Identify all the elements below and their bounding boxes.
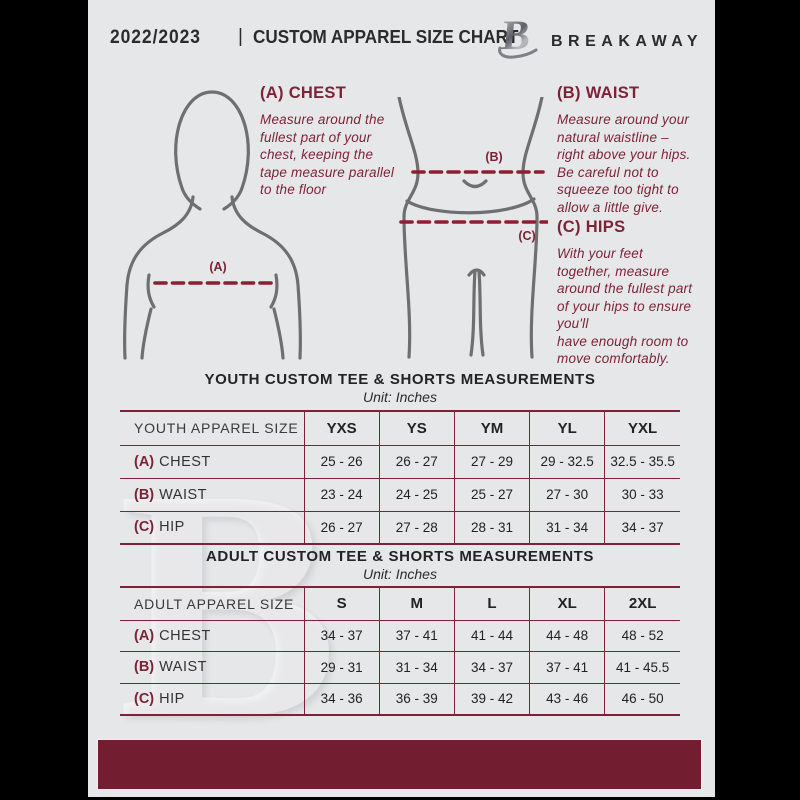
size-col-header: 2XL [604,586,680,620]
table-row: (C) HIP 26 - 27 27 - 28 28 - 31 31 - 34 3… [120,510,680,545]
size-col-header: L [453,586,530,620]
navel-mark [462,179,488,189]
cell-value: 44 - 48 [529,619,605,652]
cell-value: 34 - 37 [604,510,680,545]
row-label: HIP [159,519,185,536]
adult-size-table: ADULT APPAREL SIZE S M L XL 2XL (A) CHEST… [120,586,680,716]
header-year: 2022/2023 [110,27,201,48]
row-label: HIP [159,690,185,707]
waist-line-label: (B) [485,150,503,164]
poster-page: 2022/2023 | CUSTOM APPAREL SIZE CHART B … [88,0,715,797]
cell-value: 32.5 - 35.5 [604,444,680,478]
size-col-header: YXS [303,410,380,445]
cell-value: 43 - 46 [529,682,605,716]
row-letter: (B) [134,486,155,503]
size-col-header: M [378,586,455,620]
logo-swoosh-icon [498,46,538,59]
chest-figure [123,90,302,360]
youth-size-header: YOUTH APPAREL SIZE [120,410,304,445]
cell-value: 34 - 37 [303,619,380,652]
cell-value: 36 - 39 [378,682,455,716]
waist-instruction-heading: (B) WAIST [557,84,640,102]
cell-value: 31 - 34 [378,651,455,683]
row-label: CHEST [159,453,211,470]
adult-table-title: ADULT CUSTOM TEE & SHORTS MEASUREMENTS [205,548,595,565]
youth-size-table: YOUTH APPAREL SIZE YXS YS YM YL YXL (A) C… [120,410,680,545]
cell-value: 39 - 42 [453,682,530,716]
row-letter: (C) [134,690,155,707]
row-letter: (B) [134,659,155,676]
hips-figure [397,97,548,359]
hips-instruction-body: With your feet together, measure around … [557,246,693,367]
cell-value: 25 - 27 [453,477,530,511]
cell-value: 31 - 34 [529,510,605,545]
youth-table-title: YOUTH CUSTOM TEE & SHORTS MEASUREMENTS [204,371,596,388]
cell-value: 27 - 30 [529,477,605,511]
cell-value: 29 - 32.5 [529,444,605,478]
size-col-header: YL [529,410,605,445]
cell-value: 48 - 52 [604,619,680,652]
brand-name: BREAKAWAY [551,33,704,50]
cell-value: 37 - 41 [378,619,455,652]
hip-line-label: (C) [518,229,536,243]
row-letter: (A) [134,453,155,470]
waist-instruction-body: Measure around your natural waistline – … [557,112,691,215]
row-letter: (A) [134,627,155,644]
table-row: (B) WAIST 23 - 24 24 - 25 25 - 27 27 - 30… [120,477,680,511]
table-row: (A) CHEST 34 - 37 37 - 41 41 - 44 44 - 48… [120,619,680,652]
table-row: (B) WAIST 29 - 31 31 - 34 34 - 37 37 - 41… [120,651,680,683]
cell-value: 41 - 45.5 [604,651,680,683]
chest-line-label: (A) [209,260,227,274]
size-col-header: YS [378,410,455,445]
page-title: CUSTOM APPAREL SIZE CHART [253,27,519,47]
adult-table-unit: Unit: Inches [363,566,437,582]
table-row: (C) HIP 34 - 36 36 - 39 39 - 42 43 - 46 4… [120,682,680,716]
cell-value: 41 - 44 [453,619,530,652]
chest-instruction: (A) CHEST Measure around the fullest par… [260,84,418,199]
row-label: WAIST [159,486,208,503]
cell-value: 30 - 33 [604,477,680,511]
hips-instruction-heading: (C) HIPS [557,218,626,236]
youth-table-header-row: YOUTH APPAREL SIZE YXS YS YM YL YXL [120,410,680,445]
footer-accent-bar [97,739,702,790]
row-label: CHEST [159,627,211,644]
waist-instruction: (B) WAIST Measure around your natural wa… [557,84,715,216]
cell-value: 27 - 28 [378,510,455,545]
cell-value: 26 - 27 [378,444,455,478]
cell-value: 34 - 37 [453,651,530,683]
row-label: WAIST [159,659,208,676]
size-col-header: YXL [604,410,680,445]
size-col-header: XL [529,586,605,620]
header-separator: | [238,26,243,47]
adult-size-header: ADULT APPAREL SIZE [120,586,304,620]
breakaway-logo-icon: B [496,13,542,62]
cell-value: 23 - 24 [303,477,380,511]
cell-value: 24 - 25 [378,477,455,511]
cell-value: 27 - 29 [453,444,530,478]
size-col-header: YM [453,410,530,445]
cell-value: 26 - 27 [303,510,380,545]
chest-instruction-heading: (A) CHEST [260,84,347,102]
chest-instruction-body: Measure around the fullest part of your … [260,112,395,198]
cell-value: 37 - 41 [529,651,605,683]
table-row: (A) CHEST 25 - 26 26 - 27 27 - 29 29 - 32… [120,444,680,478]
cell-value: 34 - 36 [303,682,380,716]
row-letter: (C) [134,519,155,536]
hips-instruction: (C) HIPS With your feet together, measur… [557,218,715,368]
youth-table-unit: Unit: Inches [363,389,437,405]
cell-value: 29 - 31 [303,651,380,683]
cell-value: 46 - 50 [604,682,680,716]
adult-table-header-row: ADULT APPAREL SIZE S M L XL 2XL [120,586,680,620]
size-col-header: S [303,586,380,620]
cell-value: 25 - 26 [303,444,380,478]
cell-value: 28 - 31 [453,510,530,545]
